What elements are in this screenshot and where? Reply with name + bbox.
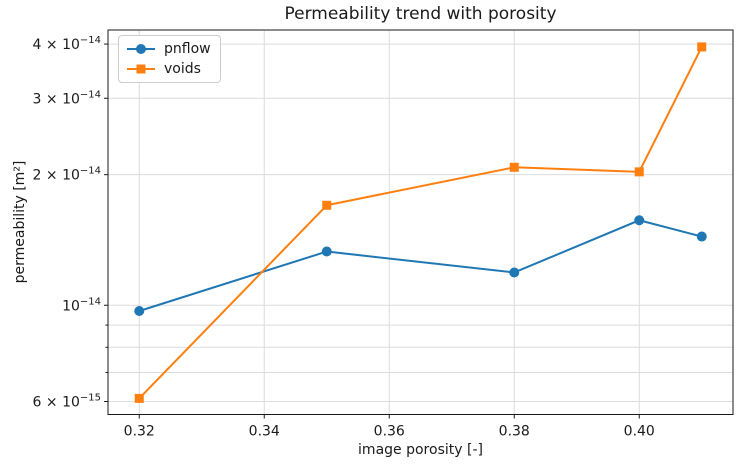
- plot-border: [107, 29, 734, 415]
- data-point-pnflow-2: [509, 267, 520, 278]
- data-point-voids-3: [634, 167, 644, 177]
- series-line-pnflow: [138, 219, 703, 312]
- chart-title: Permeability trend with porosity: [284, 4, 557, 24]
- x-tick-label: 0.32: [124, 424, 155, 440]
- y-tick-label: 10−14: [62, 296, 101, 314]
- data-point-voids-2: [509, 162, 519, 172]
- data-point-voids-0: [134, 393, 144, 403]
- legend: pnflow voids: [118, 35, 221, 83]
- data-point-voids-1: [322, 200, 332, 210]
- y-tick-label: 6 × 10−15: [33, 393, 101, 411]
- x-tick-label: 0.40: [624, 424, 655, 440]
- series-line-voids: [138, 46, 703, 400]
- data-point-voids-4: [697, 42, 707, 52]
- data-point-pnflow-4: [696, 231, 707, 242]
- legend-swatch-square-icon: [127, 64, 155, 74]
- legend-label-pnflow: pnflow: [164, 41, 211, 57]
- legend-entry-pnflow: pnflow: [126, 41, 211, 57]
- y-tick-label: 4 × 10−14: [33, 35, 101, 53]
- x-axis-label: image porosity [-]: [358, 442, 483, 458]
- data-point-pnflow-1: [321, 246, 332, 257]
- legend-label-voids: voids: [164, 61, 201, 77]
- x-tick-label: 0.38: [499, 424, 530, 440]
- y-tick-label: 2 × 10−14: [33, 166, 101, 184]
- x-tick-label: 0.34: [249, 424, 280, 440]
- legend-swatch-circle-icon: [127, 44, 155, 54]
- y-tick-label: 3 × 10−14: [33, 89, 101, 107]
- data-point-pnflow-3: [634, 215, 645, 226]
- data-point-pnflow-0: [134, 305, 145, 316]
- y-axis-label: permeability [m²]: [12, 160, 28, 284]
- x-tick-label: 0.36: [374, 424, 405, 440]
- legend-entry-voids: voids: [126, 61, 211, 77]
